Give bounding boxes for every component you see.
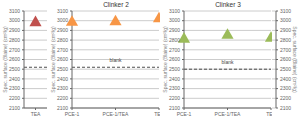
svg-text:2400: 2400 (9, 76, 20, 82)
svg-text:3000: 3000 (9, 17, 20, 23)
svg-text:2500: 2500 (57, 66, 68, 72)
svg-text:2900: 2900 (57, 27, 68, 33)
svg-text:2800: 2800 (169, 37, 180, 43)
svg-text:2600: 2600 (280, 56, 291, 62)
svg-text:2700: 2700 (280, 47, 291, 53)
svg-text:3100: 3100 (280, 9, 291, 14)
svg-text:2900: 2900 (169, 27, 180, 33)
svg-text:TEA: TEA (31, 111, 41, 117)
svg-text:TEA: TEA (266, 111, 272, 117)
svg-text:2500: 2500 (169, 66, 180, 72)
svg-text:blank: blank (222, 59, 234, 65)
svg-text:2600: 2600 (169, 56, 180, 62)
svg-text:PCE-1/TEA: PCE-1/TEA (215, 111, 242, 117)
svg-text:TEA: TEA (154, 111, 160, 117)
svg-text:3100: 3100 (9, 9, 20, 14)
svg-text:PCE-1: PCE-1 (177, 111, 192, 117)
svg-text:3000: 3000 (280, 17, 291, 23)
svg-text:2700: 2700 (57, 47, 68, 53)
svg-text:Spec. surface (Blaine) (cm²/g): Spec. surface (Blaine) (cm²/g) (162, 26, 168, 93)
svg-text:2300: 2300 (280, 85, 291, 91)
svg-text:2300: 2300 (9, 85, 20, 91)
svg-text:2300: 2300 (57, 85, 68, 91)
svg-text:PCE-1/TEA: PCE-1/TEA (103, 111, 130, 117)
svg-text:3100: 3100 (169, 9, 180, 14)
svg-text:2600: 2600 (9, 56, 20, 62)
svg-text:Spec. surface (Blaine) (cm²/g): Spec. surface (Blaine) (cm²/g) (50, 26, 56, 93)
svg-text:2300: 2300 (169, 85, 180, 91)
svg-text:3000: 3000 (57, 17, 68, 23)
svg-text:2200: 2200 (280, 95, 291, 101)
svg-text:3000: 3000 (169, 17, 180, 23)
svg-text:2400: 2400 (280, 76, 291, 82)
svg-text:2800: 2800 (57, 37, 68, 43)
svg-text:2700: 2700 (169, 47, 180, 53)
svg-text:2800: 2800 (9, 37, 20, 43)
svg-text:2200: 2200 (57, 95, 68, 101)
svg-text:2400: 2400 (169, 76, 180, 82)
svg-text:3100: 3100 (57, 9, 68, 14)
svg-text:2800: 2800 (280, 37, 291, 43)
svg-text:2100: 2100 (280, 105, 291, 111)
svg-text:2600: 2600 (57, 56, 68, 62)
svg-text:2100: 2100 (169, 105, 180, 111)
svg-text:2500: 2500 (280, 66, 291, 72)
svg-text:2900: 2900 (280, 27, 291, 33)
svg-text:2700: 2700 (9, 47, 20, 53)
svg-text:2100: 2100 (9, 105, 20, 111)
html-text:Clinker 2: Clinker 2 (103, 1, 129, 8)
svg-text:2100: 2100 (57, 105, 68, 111)
svg-text:PCE-1: PCE-1 (65, 111, 80, 117)
svg-text:blank: blank (110, 57, 122, 63)
html-text:Clinker 3: Clinker 3 (215, 1, 241, 8)
svg-text:2500: 2500 (9, 66, 20, 72)
svg-text:2200: 2200 (169, 95, 180, 101)
svg-text:2400: 2400 (57, 76, 68, 82)
svg-text:2900: 2900 (9, 27, 20, 33)
svg-text:2200: 2200 (9, 95, 20, 101)
